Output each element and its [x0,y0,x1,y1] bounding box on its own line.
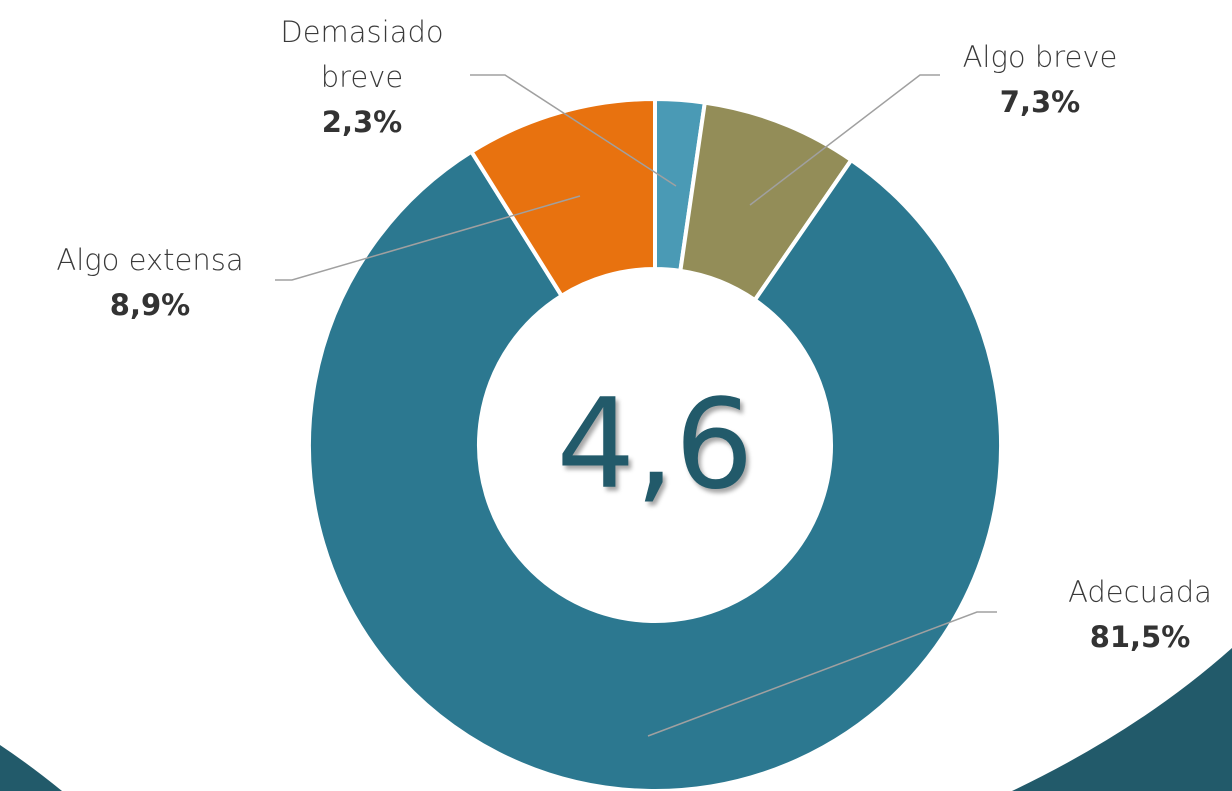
leader-lines [275,74,997,737]
data-label: Algo breve 7,3% [930,35,1150,125]
leader-line [470,74,677,187]
value-label: 2,3% [321,105,403,139]
leader-line [647,611,997,737]
leader-line [749,74,940,206]
value-label: 7,3% [999,85,1081,119]
decor [1012,648,1232,791]
category-label: Adecuada [1068,575,1212,609]
slice [307,148,1003,791]
value-label: 81,5% [1089,620,1191,654]
decor [0,745,62,791]
leader-line [275,195,581,281]
data-label: Demasiado breve 2,3% [262,10,462,145]
data-label: Algo extensa 8,9% [20,238,280,328]
category-label: Algo breve [962,40,1118,74]
slice [468,96,657,299]
slices [307,96,1003,791]
value-label: 8,9% [109,288,191,322]
category-label: Demasiado breve [280,15,444,94]
category-label: Algo extensa [56,243,244,277]
center-label: 4,6 [556,373,754,517]
data-label: Adecuada 81,5% [1040,570,1232,660]
